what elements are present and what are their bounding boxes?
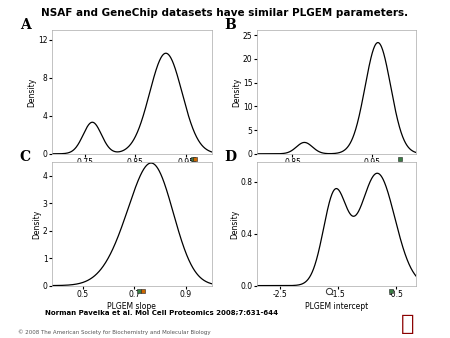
X-axis label: PLGEM intercept: PLGEM intercept xyxy=(305,301,368,311)
X-axis label: Adjusted r$^{2}$: Adjusted r$^{2}$ xyxy=(315,170,358,184)
Y-axis label: Density: Density xyxy=(28,77,37,107)
X-axis label: Pearson's correlation coefficient: Pearson's correlation coefficient xyxy=(70,170,193,179)
Text: © 2008 The American Society for Biochemistry and Molecular Biology: © 2008 The American Society for Biochemi… xyxy=(18,330,211,335)
Text: Norman Pavelka et al. Mol Cell Proteomics 2008;7:631-644: Norman Pavelka et al. Mol Cell Proteomic… xyxy=(45,310,278,316)
Text: B: B xyxy=(225,18,236,32)
Text: A: A xyxy=(20,18,31,32)
Y-axis label: Density: Density xyxy=(230,209,239,239)
Text: Ⓜ: Ⓜ xyxy=(400,313,414,335)
Text: D: D xyxy=(225,150,237,164)
Text: C: C xyxy=(20,150,31,164)
Text: NSAF and GeneChip datasets have similar PLGEM parameters.: NSAF and GeneChip datasets have similar … xyxy=(41,8,409,19)
X-axis label: PLGEM slope: PLGEM slope xyxy=(107,301,156,311)
Y-axis label: Density: Density xyxy=(32,209,41,239)
Y-axis label: Density: Density xyxy=(232,77,241,107)
